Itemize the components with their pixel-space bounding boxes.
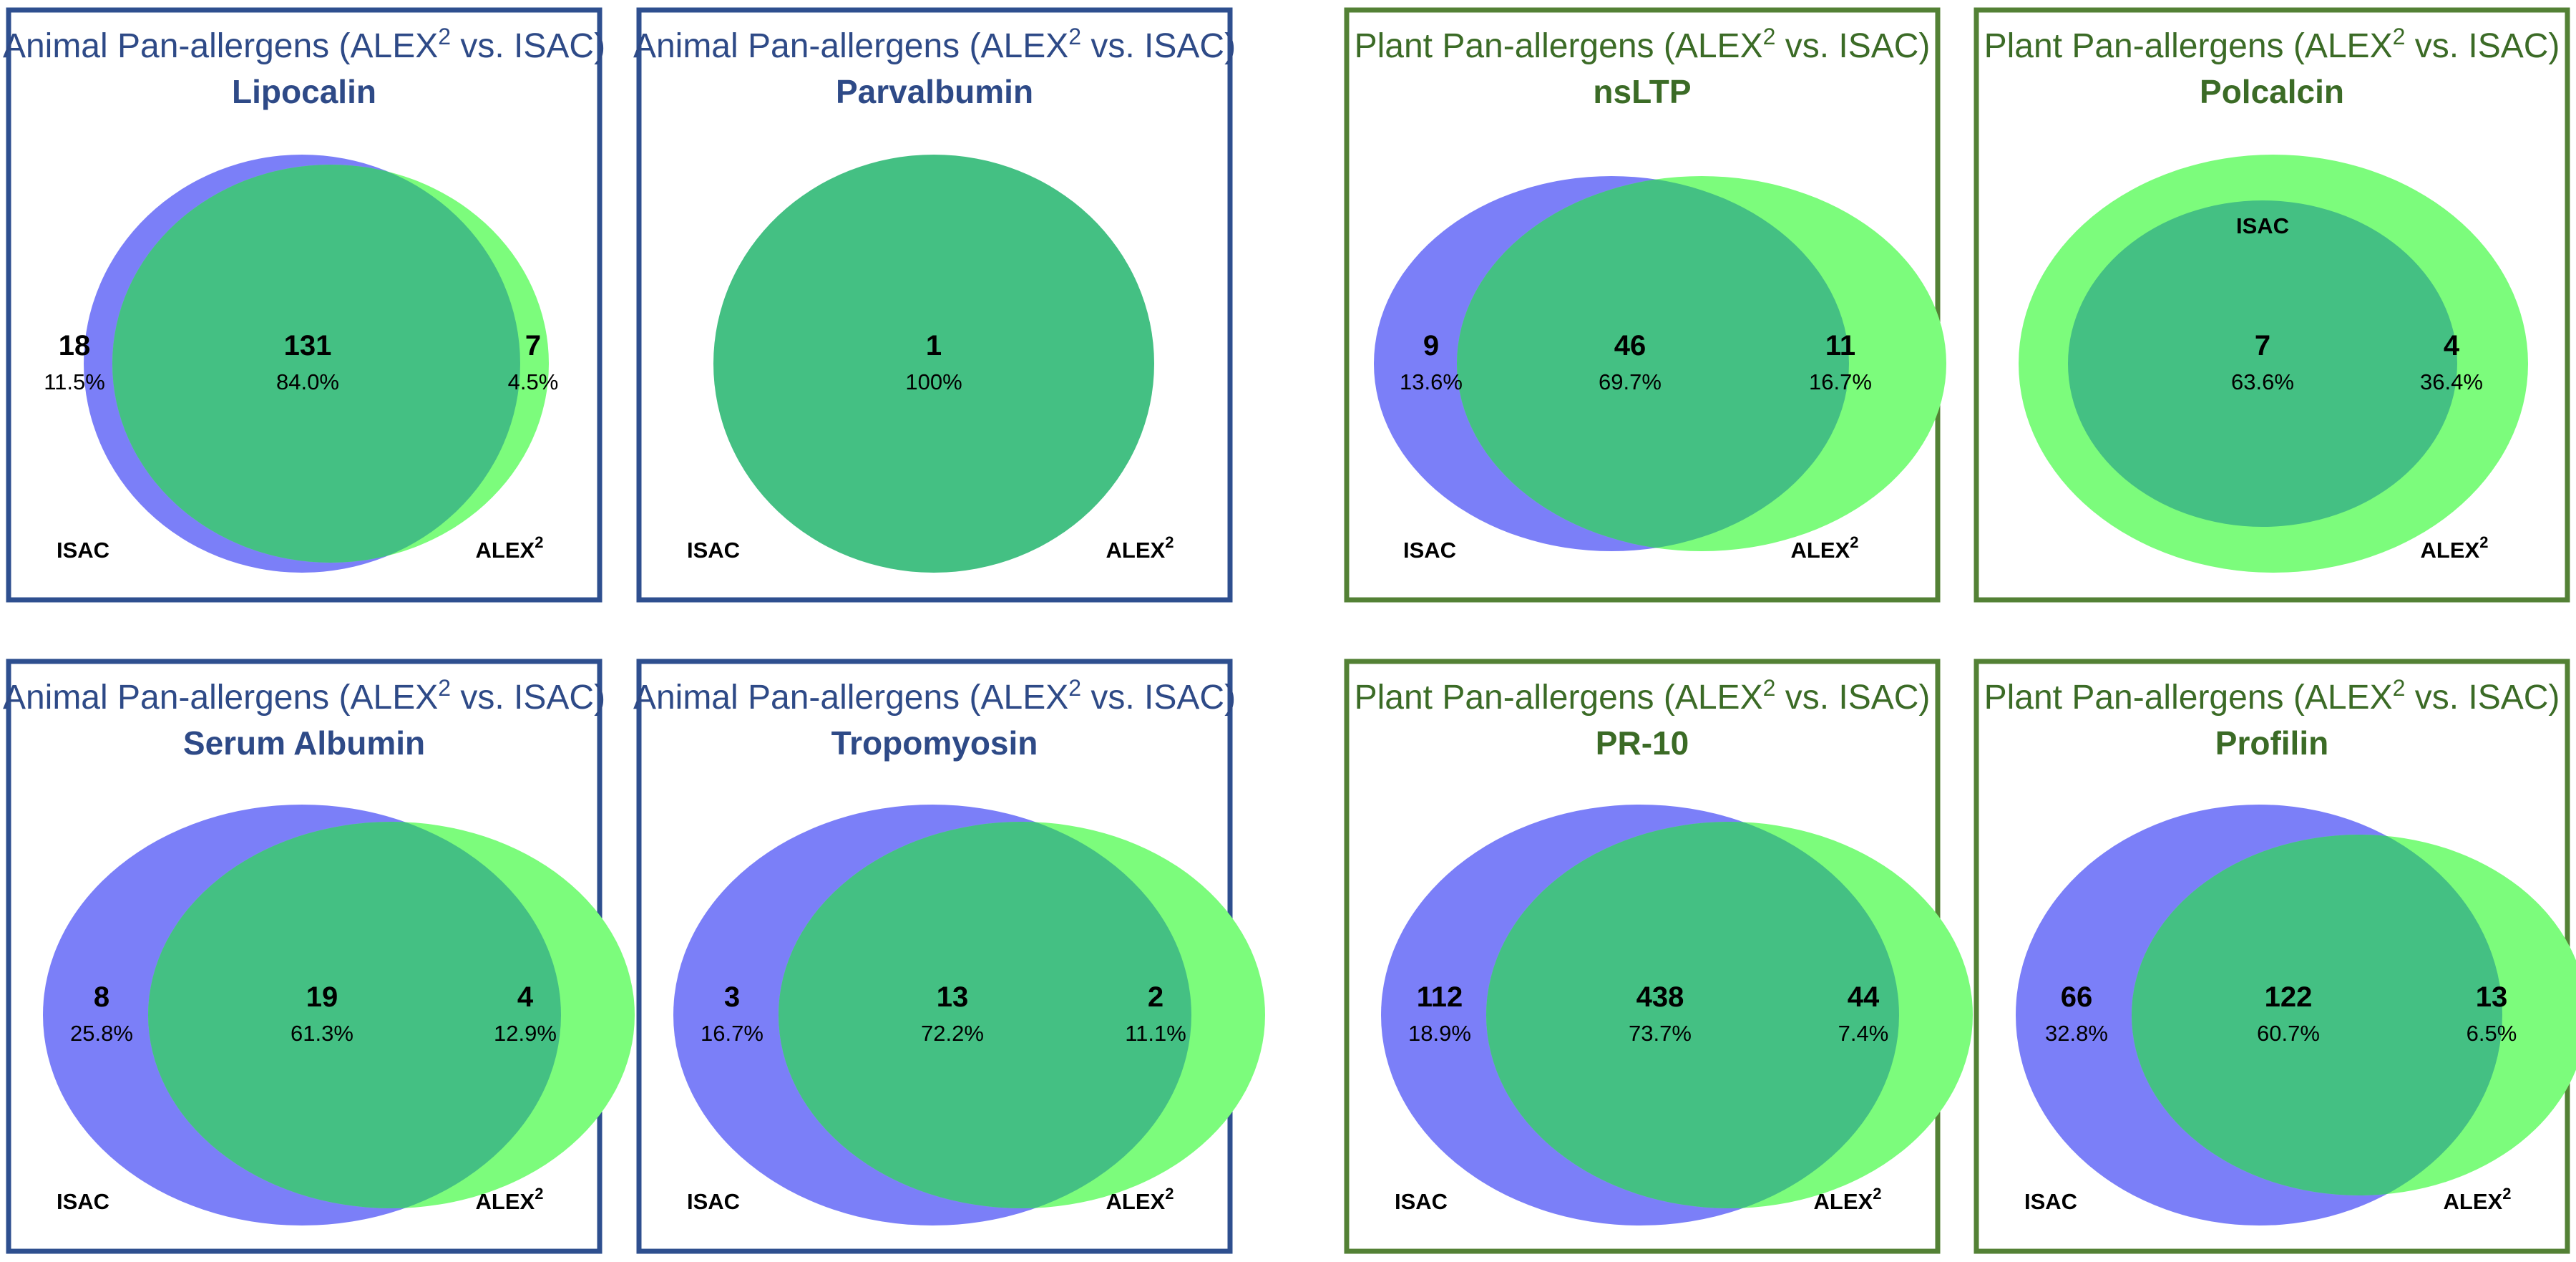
both-count: 438 <box>1636 981 1684 1013</box>
both-count: 13 <box>937 981 969 1013</box>
panel-subtitle: Profilin <box>2215 724 2328 762</box>
both-count: 19 <box>306 981 338 1013</box>
overlap-region <box>713 155 1154 573</box>
alex-only-percent: 11.1% <box>1125 1021 1186 1046</box>
venn-panel-pr-10: Plant Pan-allergens (ALEX2 vs. ISAC) PR-1… <box>1344 659 1973 1254</box>
alex-only-count: 4 <box>2444 330 2460 361</box>
both-percent: 61.3% <box>291 1021 353 1046</box>
isac-set-label: ISAC <box>1403 538 1456 563</box>
overlap-region <box>112 165 520 563</box>
both-count: 7 <box>2255 330 2270 361</box>
both-count: 46 <box>1614 330 1646 361</box>
panel-subtitle: Serum Albumin <box>183 724 425 762</box>
overlap-region <box>2068 200 2457 527</box>
alex-only-percent: 6.5% <box>2467 1021 2517 1046</box>
both-percent: 60.7% <box>2257 1021 2320 1046</box>
alex-only-percent: 7.4% <box>1838 1021 1889 1046</box>
alex-set-label: ALEX2 <box>2444 1185 2512 1214</box>
isac-set-label: ISAC <box>2236 213 2289 238</box>
isac-only-percent: 13.6% <box>1400 369 1463 394</box>
panel-subtitle: nsLTP <box>1593 73 1691 110</box>
alex-set-label: ALEX2 <box>1106 1185 1174 1214</box>
venn-panel-lipocalin: Animal Pan-allergens (ALEX2 vs. ISAC) Lip… <box>3 7 605 603</box>
venn-panel-serum-albumin: Animal Pan-allergens (ALEX2 vs. ISAC) Ser… <box>3 659 635 1254</box>
both-percent: 100% <box>905 369 962 394</box>
both-percent: 72.2% <box>921 1021 984 1046</box>
isac-only-percent: 11.5% <box>44 369 105 394</box>
isac-only-count: 8 <box>94 981 109 1013</box>
alex-set-label: ALEX2 <box>476 533 544 563</box>
alex-only-percent: 4.5% <box>508 369 559 394</box>
alex-only-count: 4 <box>517 981 534 1013</box>
isac-only-count: 66 <box>2061 981 2093 1013</box>
overlap-region <box>1457 176 1849 551</box>
venn-panel-parvalbumin: Animal Pan-allergens (ALEX2 vs. ISAC) Par… <box>633 7 1236 603</box>
panel-title: Plant Pan-allergens (ALEX2 vs. ISAC) <box>1984 24 2560 65</box>
panel-subtitle: Lipocalin <box>232 73 376 110</box>
panel-title: Plant Pan-allergens (ALEX2 vs. ISAC) <box>1355 675 1931 717</box>
both-percent: 73.7% <box>1629 1021 1692 1046</box>
venn-panel-tropomyosin: Animal Pan-allergens (ALEX2 vs. ISAC) Tro… <box>633 659 1265 1254</box>
isac-only-count: 9 <box>1423 330 1439 361</box>
both-percent: 69.7% <box>1599 369 1662 394</box>
isac-only-percent: 18.9% <box>1408 1021 1471 1046</box>
isac-only-percent: 32.8% <box>2045 1021 2108 1046</box>
isac-set-label: ISAC <box>57 1189 109 1214</box>
alex-set-label: ALEX2 <box>476 1185 544 1214</box>
isac-only-count: 3 <box>724 981 740 1013</box>
panel-title: Plant Pan-allergens (ALEX2 vs. ISAC) <box>1984 675 2560 717</box>
venn-panel-profilin: Plant Pan-allergens (ALEX2 vs. ISAC) Prof… <box>1974 659 2576 1254</box>
alex-only-percent: 36.4% <box>2420 369 2483 394</box>
isac-only-count: 112 <box>1417 981 1463 1013</box>
venn-panel-polcalcin: Plant Pan-allergens (ALEX2 vs. ISAC) Polc… <box>1974 7 2570 603</box>
isac-set-label: ISAC <box>57 538 109 563</box>
isac-set-label: ISAC <box>2024 1189 2077 1214</box>
isac-only-percent: 25.8% <box>70 1021 133 1046</box>
alex-only-percent: 12.9% <box>494 1021 557 1046</box>
both-count: 131 <box>284 330 332 361</box>
isac-set-label: ISAC <box>1395 1189 1448 1214</box>
panel-subtitle: PR-10 <box>1596 724 1689 762</box>
isac-set-label: ISAC <box>687 1189 740 1214</box>
alex-set-label: ALEX2 <box>1106 533 1174 563</box>
alex-set-label: ALEX2 <box>1791 533 1859 563</box>
alex-set-label: ALEX2 <box>1814 1185 1882 1214</box>
both-count: 122 <box>2265 981 2313 1013</box>
isac-only-count: 18 <box>59 330 91 361</box>
alex-only-count: 11 <box>1825 330 1855 361</box>
alex-only-count: 2 <box>1148 981 1163 1013</box>
alex-only-count: 7 <box>525 330 541 361</box>
alex-set-label: ALEX2 <box>2421 533 2489 563</box>
panel-subtitle: Tropomyosin <box>831 724 1038 762</box>
both-percent: 84.0% <box>276 369 339 394</box>
panel-title: Animal Pan-allergens (ALEX2 vs. ISAC) <box>633 24 1236 65</box>
panel-title: Animal Pan-allergens (ALEX2 vs. ISAC) <box>633 675 1236 717</box>
isac-set-label: ISAC <box>687 538 740 563</box>
panel-subtitle: Parvalbumin <box>836 73 1033 110</box>
panel-title: Animal Pan-allergens (ALEX2 vs. ISAC) <box>3 24 605 65</box>
both-percent: 63.6% <box>2231 369 2294 394</box>
alex-only-percent: 16.7% <box>1809 369 1872 394</box>
panel-subtitle: Polcalcin <box>2200 73 2344 110</box>
alex-only-count: 44 <box>1848 981 1880 1013</box>
panel-title: Animal Pan-allergens (ALEX2 vs. ISAC) <box>3 675 605 717</box>
panel-title: Plant Pan-allergens (ALEX2 vs. ISAC) <box>1355 24 1931 65</box>
isac-only-percent: 16.7% <box>701 1021 763 1046</box>
venn-panel-nsltp: Plant Pan-allergens (ALEX2 vs. ISAC) nsLT… <box>1344 7 1946 603</box>
alex-only-count: 13 <box>2476 981 2508 1013</box>
both-count: 1 <box>926 330 942 361</box>
